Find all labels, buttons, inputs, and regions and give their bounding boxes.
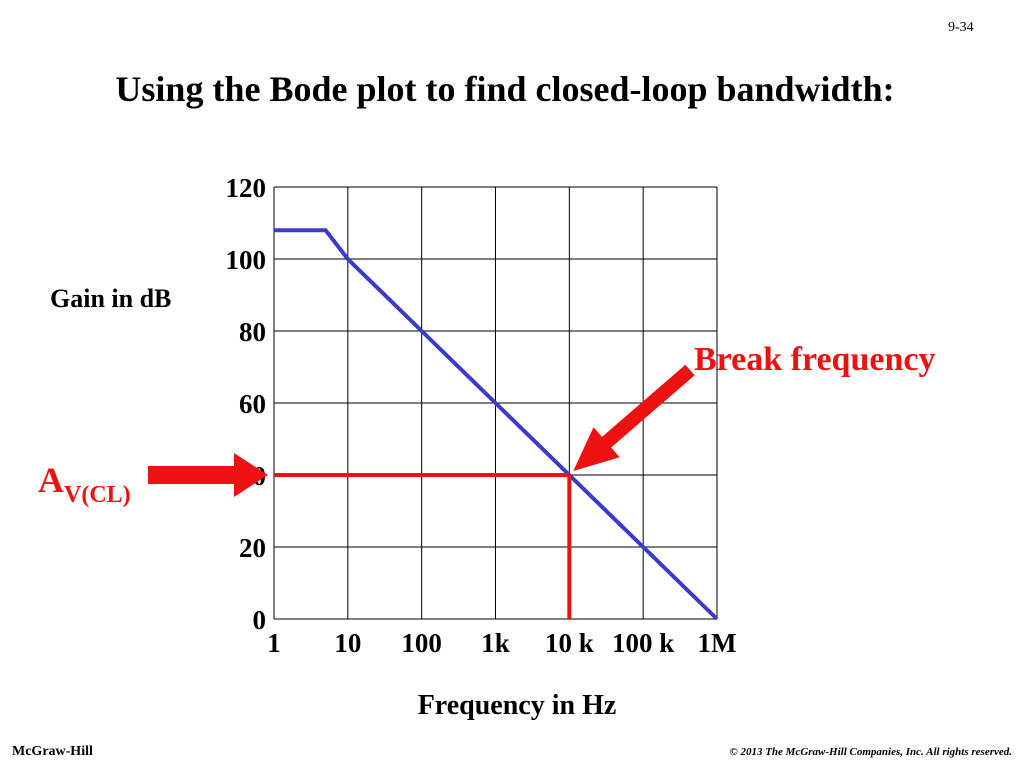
publisher-label: McGraw-Hill xyxy=(12,744,93,759)
break-frequency-label: Break frequency xyxy=(694,341,935,378)
y-tick-label: 100 xyxy=(226,245,267,275)
y-tick-labels: 020406080100120 xyxy=(226,173,267,635)
slide-title: Using the Bode plot to find closed-loop … xyxy=(115,69,895,109)
x-tick-label: 1 xyxy=(267,628,281,658)
break-frequency-arrow-icon xyxy=(573,364,695,471)
x-tick-label: 100 xyxy=(401,628,442,658)
y-tick-label: 80 xyxy=(239,317,266,347)
gain-label-subscript: V(CL) xyxy=(64,482,131,508)
gain-label-main: A xyxy=(38,460,64,500)
x-tick-label: 10 xyxy=(334,628,361,658)
y-tick-label: 120 xyxy=(226,173,267,203)
y-tick-label: 20 xyxy=(239,533,266,563)
y-axis-label: Gain in dB xyxy=(50,284,172,313)
y-tick-label: 60 xyxy=(239,389,266,419)
page-number: 9-34 xyxy=(948,20,974,35)
x-tick-label: 1k xyxy=(481,628,510,658)
gain-arrow-icon xyxy=(148,453,268,497)
gain-curve xyxy=(274,228,719,621)
copyright-notice: © 2013 The McGraw-Hill Companies, Inc. A… xyxy=(729,746,1012,758)
x-tick-label: 100 k xyxy=(612,628,674,658)
x-tick-labels: 1 10 100 1k 10 k 100 k 1M xyxy=(267,628,736,658)
x-tick-label: 10 k xyxy=(545,628,594,658)
x-axis-label: Frequency in Hz xyxy=(417,690,617,721)
y-tick-label: 0 xyxy=(253,605,267,635)
x-tick-label: 1M xyxy=(698,628,737,658)
gain-label: AV(CL) xyxy=(38,460,131,508)
